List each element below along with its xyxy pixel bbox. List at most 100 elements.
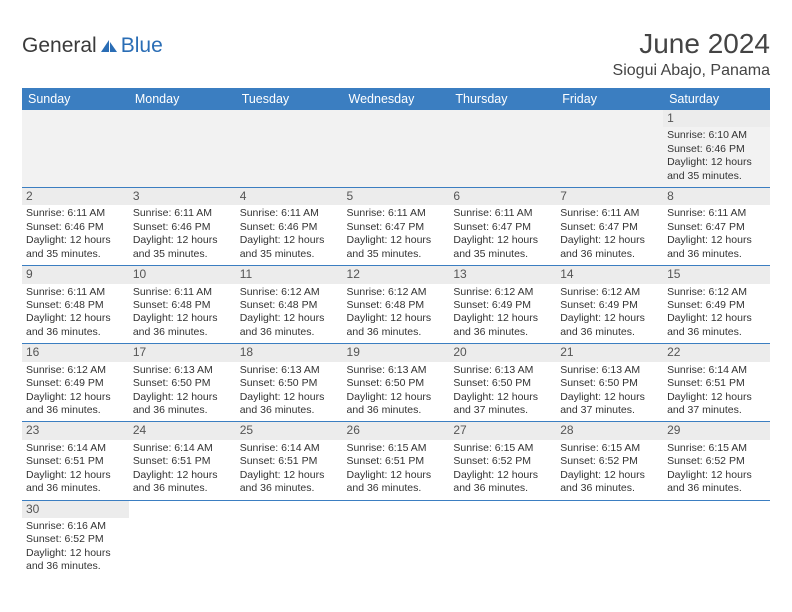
weekday-header: Monday	[129, 88, 236, 110]
day-number: 8	[663, 188, 770, 205]
day-number: 28	[556, 422, 663, 439]
page-title: June 2024	[613, 28, 770, 60]
calendar-row: 2Sunrise: 6:11 AMSunset: 6:46 PMDaylight…	[22, 188, 770, 266]
day-info: Sunrise: 6:12 AMSunset: 6:49 PMDaylight:…	[26, 364, 125, 418]
day-info: Sunrise: 6:13 AMSunset: 6:50 PMDaylight:…	[453, 364, 552, 418]
day-number: 30	[22, 501, 129, 518]
day-info: Sunrise: 6:12 AMSunset: 6:49 PMDaylight:…	[453, 286, 552, 340]
day-number: 10	[129, 266, 236, 283]
day-number: 15	[663, 266, 770, 283]
day-info: Sunrise: 6:13 AMSunset: 6:50 PMDaylight:…	[560, 364, 659, 418]
calendar-cell	[449, 110, 556, 188]
calendar-cell: 13 Sunrise: 6:12 AMSunset: 6:49 PMDayligh…	[449, 266, 556, 344]
day-number: 5	[343, 188, 450, 205]
day-info: Sunrise: 6:12 AMSunset: 6:49 PMDaylight:…	[560, 286, 659, 340]
calendar-cell	[663, 500, 770, 578]
day-number: 9	[22, 266, 129, 283]
day-info: Sunrise: 6:14 AMSunset: 6:51 PMDaylight:…	[240, 442, 339, 496]
calendar-row: 16 Sunrise: 6:12 AMSunset: 6:49 PMDayligh…	[22, 344, 770, 422]
day-info: Sunrise: 6:15 AMSunset: 6:52 PMDaylight:…	[560, 442, 659, 496]
day-info: Sunrise: 6:14 AMSunset: 6:51 PMDaylight:…	[26, 442, 125, 496]
calendar-cell: 26 Sunrise: 6:15 AMSunset: 6:51 PMDayligh…	[343, 422, 450, 500]
calendar-cell: 1Sunrise: 6:10 AMSunset: 6:46 PMDaylight…	[663, 110, 770, 188]
calendar-cell: 11Sunrise: 6:12 AMSunset: 6:48 PMDayligh…	[236, 266, 343, 344]
calendar-cell: 14 Sunrise: 6:12 AMSunset: 6:49 PMDayligh…	[556, 266, 663, 344]
day-info: Sunrise: 6:14 AMSunset: 6:51 PMDaylight:…	[667, 364, 766, 418]
calendar-cell	[343, 500, 450, 578]
day-info: Sunrise: 6:11 AMSunset: 6:46 PMDaylight:…	[26, 207, 125, 261]
day-number: 14	[556, 266, 663, 283]
header: General Blue June 2024 Siogui Abajo, Pan…	[22, 28, 770, 80]
calendar-cell: 19 Sunrise: 6:13 AMSunset: 6:50 PMDayligh…	[343, 344, 450, 422]
calendar-table: Sunday Monday Tuesday Wednesday Thursday…	[22, 88, 770, 578]
calendar-cell	[236, 110, 343, 188]
day-info: Sunrise: 6:11 AMSunset: 6:47 PMDaylight:…	[667, 207, 766, 261]
day-number: 18	[236, 344, 343, 361]
sail-icon	[99, 38, 119, 54]
calendar-cell: 28 Sunrise: 6:15 AMSunset: 6:52 PMDayligh…	[556, 422, 663, 500]
weekday-header-row: Sunday Monday Tuesday Wednesday Thursday…	[22, 88, 770, 110]
calendar-row: 1Sunrise: 6:10 AMSunset: 6:46 PMDaylight…	[22, 110, 770, 188]
day-number: 3	[129, 188, 236, 205]
day-number: 11	[236, 266, 343, 283]
calendar-cell: 27 Sunrise: 6:15 AMSunset: 6:52 PMDayligh…	[449, 422, 556, 500]
day-number: 4	[236, 188, 343, 205]
day-info: Sunrise: 6:11 AMSunset: 6:47 PMDaylight:…	[347, 207, 446, 261]
calendar-cell: 7Sunrise: 6:11 AMSunset: 6:47 PMDaylight…	[556, 188, 663, 266]
calendar-cell	[556, 110, 663, 188]
weekday-header: Sunday	[22, 88, 129, 110]
day-number: 16	[22, 344, 129, 361]
day-info: Sunrise: 6:15 AMSunset: 6:51 PMDaylight:…	[347, 442, 446, 496]
calendar-cell: 18 Sunrise: 6:13 AMSunset: 6:50 PMDayligh…	[236, 344, 343, 422]
calendar-cell	[22, 110, 129, 188]
day-number: 7	[556, 188, 663, 205]
calendar-cell: 9Sunrise: 6:11 AMSunset: 6:48 PMDaylight…	[22, 266, 129, 344]
day-number: 1	[663, 110, 770, 127]
weekday-header: Saturday	[663, 88, 770, 110]
day-info: Sunrise: 6:13 AMSunset: 6:50 PMDaylight:…	[133, 364, 232, 418]
page-subtitle: Siogui Abajo, Panama	[613, 62, 770, 80]
calendar-cell	[129, 110, 236, 188]
calendar-cell: 12Sunrise: 6:12 AMSunset: 6:48 PMDayligh…	[343, 266, 450, 344]
calendar-cell: 21 Sunrise: 6:13 AMSunset: 6:50 PMDayligh…	[556, 344, 663, 422]
calendar-cell: 3 Sunrise: 6:11 AMSunset: 6:46 PMDaylight…	[129, 188, 236, 266]
calendar-cell: 30Sunrise: 6:16 AMSunset: 6:52 PMDayligh…	[22, 500, 129, 578]
calendar-cell: 25 Sunrise: 6:14 AMSunset: 6:51 PMDayligh…	[236, 422, 343, 500]
title-block: June 2024 Siogui Abajo, Panama	[613, 28, 770, 80]
logo-text-general: General	[22, 34, 97, 58]
day-info: Sunrise: 6:11 AMSunset: 6:46 PMDaylight:…	[240, 207, 339, 261]
calendar-cell: 23Sunrise: 6:14 AMSunset: 6:51 PMDayligh…	[22, 422, 129, 500]
day-number: 13	[449, 266, 556, 283]
day-info: Sunrise: 6:12 AMSunset: 6:49 PMDaylight:…	[667, 286, 766, 340]
weekday-header: Tuesday	[236, 88, 343, 110]
day-info: Sunrise: 6:13 AMSunset: 6:50 PMDaylight:…	[240, 364, 339, 418]
day-number: 2	[22, 188, 129, 205]
calendar-cell	[236, 500, 343, 578]
day-info: Sunrise: 6:11 AMSunset: 6:48 PMDaylight:…	[133, 286, 232, 340]
day-info: Sunrise: 6:11 AMSunset: 6:47 PMDaylight:…	[453, 207, 552, 261]
calendar-body: 1Sunrise: 6:10 AMSunset: 6:46 PMDaylight…	[22, 110, 770, 578]
calendar-cell: 15 Sunrise: 6:12 AMSunset: 6:49 PMDayligh…	[663, 266, 770, 344]
calendar-cell: 2 Sunrise: 6:11 AMSunset: 6:46 PMDaylight…	[22, 188, 129, 266]
calendar-row: 30Sunrise: 6:16 AMSunset: 6:52 PMDayligh…	[22, 500, 770, 578]
calendar-cell	[556, 500, 663, 578]
calendar-cell	[129, 500, 236, 578]
day-number: 21	[556, 344, 663, 361]
day-info: Sunrise: 6:11 AMSunset: 6:46 PMDaylight:…	[133, 207, 232, 261]
day-number: 19	[343, 344, 450, 361]
weekday-header: Thursday	[449, 88, 556, 110]
day-number: 12	[343, 266, 450, 283]
day-number: 25	[236, 422, 343, 439]
day-info: Sunrise: 6:13 AMSunset: 6:50 PMDaylight:…	[347, 364, 446, 418]
day-number: 17	[129, 344, 236, 361]
day-info: Sunrise: 6:15 AMSunset: 6:52 PMDaylight:…	[453, 442, 552, 496]
calendar-cell: 16 Sunrise: 6:12 AMSunset: 6:49 PMDayligh…	[22, 344, 129, 422]
day-number: 26	[343, 422, 450, 439]
calendar-cell: 22Sunrise: 6:14 AMSunset: 6:51 PMDayligh…	[663, 344, 770, 422]
calendar-cell: 17 Sunrise: 6:13 AMSunset: 6:50 PMDayligh…	[129, 344, 236, 422]
calendar-cell	[343, 110, 450, 188]
day-number: 29	[663, 422, 770, 439]
calendar-cell: 29Sunrise: 6:15 AMSunset: 6:52 PMDayligh…	[663, 422, 770, 500]
calendar-cell: 5 Sunrise: 6:11 AMSunset: 6:47 PMDaylight…	[343, 188, 450, 266]
day-number: 27	[449, 422, 556, 439]
